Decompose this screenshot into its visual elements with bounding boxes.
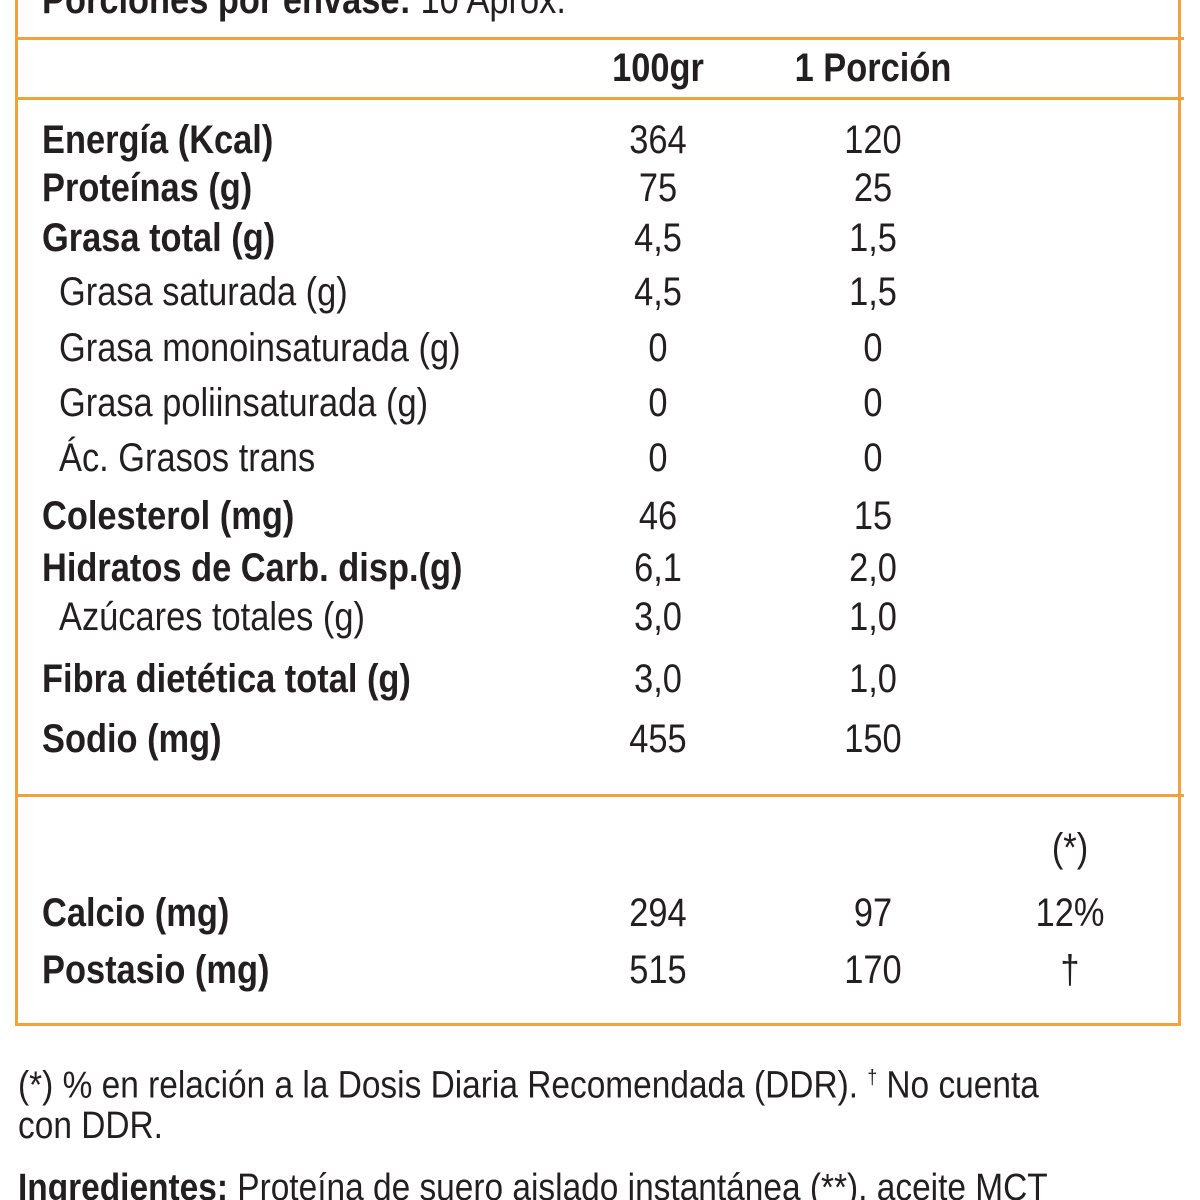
column-header: 1 Porción [794, 46, 952, 90]
row-label: Grasa saturada (g) [59, 270, 348, 314]
row-label: Postasio (mg) [42, 948, 270, 992]
cell: 0 [863, 436, 883, 480]
cell: 3,0 [634, 657, 682, 701]
row-label: Grasa poliinsaturada (g) [59, 381, 429, 425]
footnote: (*) % en relación a la Dosis Diaria Reco… [18, 1054, 1039, 1110]
cell: 25 [853, 166, 893, 210]
cell: 0 [863, 326, 883, 370]
cell: † [1060, 948, 1080, 992]
servings-label: Porciones por envase: [42, 0, 411, 22]
cell: 150 [844, 717, 902, 761]
cell: 46 [638, 494, 678, 538]
cell: 4,5 [634, 216, 682, 260]
row-label: Energía (Kcal) [42, 118, 274, 162]
cell: 1,5 [849, 216, 897, 260]
cell: 364 [629, 118, 687, 162]
servings-line: Porciones por envase: 10 Aprox. [42, 0, 566, 25]
cell: 1,5 [849, 270, 897, 314]
cell: 3,0 [634, 595, 682, 639]
row-label: Calcio (mg) [42, 891, 230, 935]
servings-value: 10 Aprox. [420, 0, 566, 22]
cell: 294 [629, 891, 687, 935]
cell: 1,0 [849, 657, 897, 701]
footnote-text: (*) % en relación a la Dosis Diaria Reco… [18, 1064, 868, 1107]
percent-header: (*) [1051, 826, 1089, 870]
cell: 455 [629, 717, 687, 761]
ingredients-text: Proteína de suero aislado instantánea (*… [237, 1167, 1048, 1200]
ingredients: Ingredientes: Proteína de suero aislado … [18, 1164, 1048, 1200]
footnote-dagger: † [867, 1067, 878, 1089]
cell: 75 [638, 166, 678, 210]
table-border [15, 0, 1181, 1026]
row-label: Fibra dietética total (g) [42, 657, 411, 701]
row-label: Colesterol (mg) [42, 494, 295, 538]
cell: 0 [648, 326, 668, 370]
row-label: Sodio (mg) [42, 717, 222, 761]
cell: 12% [1035, 891, 1105, 935]
cell: 515 [629, 948, 687, 992]
cell: 0 [863, 381, 883, 425]
divider [15, 37, 1184, 40]
row-label: Hidratos de Carb. disp.(g) [42, 546, 463, 590]
row-label: Azúcares totales (g) [59, 595, 365, 639]
cell: 0 [648, 436, 668, 480]
cell: 6,1 [634, 546, 682, 590]
cell: 2,0 [849, 546, 897, 590]
cell: 0 [648, 381, 668, 425]
row-label: Grasa monoinsaturada (g) [59, 326, 461, 370]
divider [15, 794, 1184, 797]
ingredients-label: Ingredientes: [18, 1167, 228, 1200]
footnote-line-2: con DDR. [18, 1105, 163, 1147]
cell: 4,5 [634, 270, 682, 314]
cell: 1,0 [849, 595, 897, 639]
row-label: Proteínas (g) [42, 166, 253, 210]
divider [15, 97, 1184, 100]
row-label: Ác. Grasos trans [59, 436, 316, 480]
cell: 120 [844, 118, 902, 162]
row-label: Grasa total (g) [42, 216, 276, 260]
cell: 97 [853, 891, 893, 935]
column-header: 100gr [612, 46, 704, 90]
cell: 15 [853, 494, 893, 538]
footnote-text-2: No cuenta [877, 1064, 1039, 1107]
cell: 170 [844, 948, 902, 992]
